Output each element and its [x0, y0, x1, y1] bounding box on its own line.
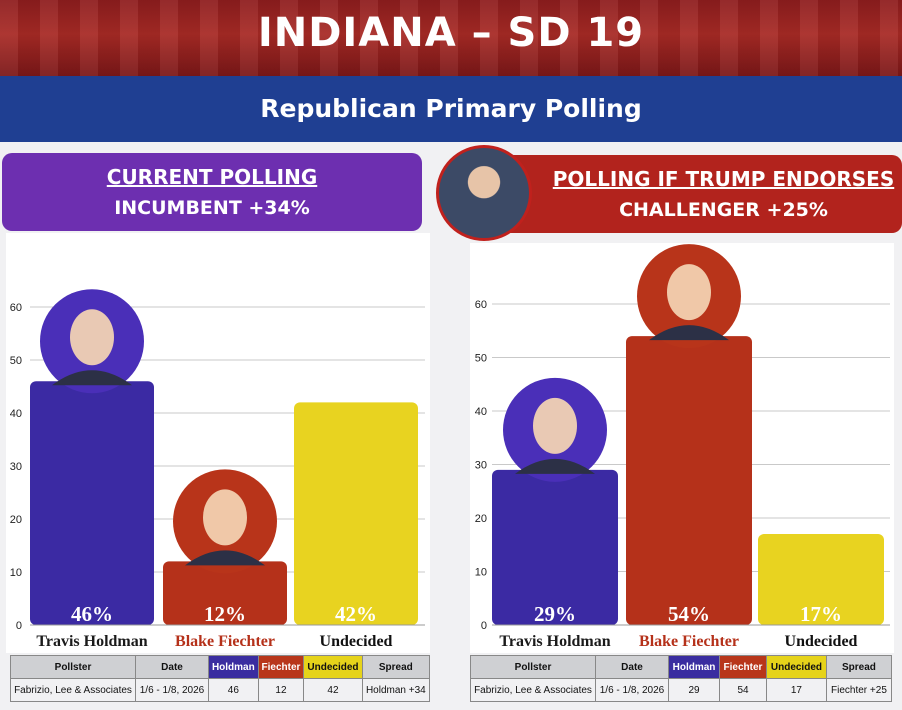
chart-1: 0 10 20 30 40 50 60 29% Travis Holdman 54% Blake F…: [475, 244, 890, 650]
cell-holdman: 29: [667, 678, 721, 702]
header-pollster: Pollster: [10, 655, 136, 679]
left-poll-table: Pollster Date Holdman Fiechter Undecided…: [10, 655, 431, 702]
subtitle-bar: Republican Primary Polling: [0, 76, 902, 142]
candidate-face: [667, 264, 711, 321]
header-holdman: Holdman: [667, 655, 721, 679]
y-tick-label: 10: [10, 567, 22, 579]
y-tick-label: 40: [475, 406, 487, 418]
y-tick-label: 20: [475, 513, 487, 525]
data-label: 46%: [71, 602, 113, 626]
right-panel-subtitle: CHALLENGER +25%: [619, 199, 828, 221]
candidate-face: [203, 489, 247, 546]
trump-portrait: [436, 145, 532, 241]
cell-undecided: 17: [765, 678, 827, 702]
header-date: Date: [595, 655, 669, 679]
y-tick-label: 50: [10, 355, 22, 367]
cell-fiechter: 12: [257, 678, 305, 702]
cell-date: 1/6 - 1/8, 2026: [135, 678, 209, 702]
cell-date: 1/6 - 1/8, 2026: [595, 678, 669, 702]
data-label: 42%: [335, 602, 377, 626]
bar: [294, 402, 418, 625]
header-date: Date: [135, 655, 209, 679]
bar: [758, 534, 884, 625]
candidate-suit: [515, 458, 595, 474]
data-label: 29%: [534, 602, 576, 626]
right-panel-header: POLLING IF TRUMP ENDORSES CHALLENGER +25…: [505, 155, 902, 233]
y-tick-label: 60: [10, 302, 22, 314]
left-panel-header: CURRENT POLLING INCUMBENT +34%: [2, 153, 422, 231]
cell-undecided: 42: [303, 678, 363, 702]
header-fiechter: Fiechter: [257, 655, 305, 679]
chart-0: 0 10 20 30 40 50 60 46% Travis Holdman 12% Blake F…: [10, 289, 425, 650]
category-label: Blake Fiechter: [175, 633, 275, 650]
y-tick-label: 40: [10, 408, 22, 420]
category-label: Undecided: [785, 633, 858, 650]
header-spread: Spread: [825, 655, 893, 679]
header-holdman: Holdman: [208, 655, 259, 679]
candidate-suit: [649, 325, 729, 341]
y-tick-label: 30: [475, 460, 487, 472]
header-undecided: Undecided: [303, 655, 363, 679]
crowd-background: [0, 0, 902, 76]
data-label: 17%: [800, 602, 842, 626]
category-label: Blake Fiechter: [639, 633, 739, 650]
table-row: Fabrizio, Lee & Associates 1/6 - 1/8, 20…: [470, 678, 893, 702]
bar: [30, 381, 154, 625]
y-tick-label: 10: [475, 567, 487, 579]
header-pollster: Pollster: [470, 655, 596, 679]
y-tick-label: 60: [475, 299, 487, 311]
table-header-row: Pollster Date Holdman Fiechter Undecided…: [470, 655, 893, 679]
left-panel-title: CURRENT POLLING: [106, 165, 318, 189]
category-label: Undecided: [320, 633, 393, 650]
candidate-face: [70, 309, 114, 366]
bar: [163, 561, 287, 625]
bar: [492, 469, 618, 625]
cell-pollster: Fabrizio, Lee & Associates: [470, 678, 596, 702]
page-title: INDIANA – SD 19: [257, 10, 645, 56]
y-tick-label: 0: [16, 620, 22, 632]
bar: [626, 336, 752, 625]
data-label: 54%: [668, 602, 710, 626]
top-banner: INDIANA – SD 19: [0, 0, 902, 76]
candidate-face: [533, 397, 577, 454]
y-tick-label: 30: [10, 461, 22, 473]
right-panel-title: POLLING IF TRUMP ENDORSES: [552, 167, 895, 191]
cell-holdman: 46: [208, 678, 259, 702]
table-header-row: Pollster Date Holdman Fiechter Undecided…: [10, 655, 431, 679]
cell-pollster: Fabrizio, Lee & Associates: [10, 678, 136, 702]
y-tick-label: 20: [10, 514, 22, 526]
left-panel-subtitle: INCUMBENT +34%: [114, 197, 310, 219]
category-label: Travis Holdman: [499, 633, 610, 650]
cell-fiechter: 54: [719, 678, 767, 702]
category-label: Travis Holdman: [36, 633, 147, 650]
candidate-suit: [52, 370, 132, 386]
cell-spread: Fiechter +25: [825, 678, 893, 702]
cell-spread: Holdman +34: [361, 678, 431, 702]
header-undecided: Undecided: [765, 655, 827, 679]
right-poll-table: Pollster Date Holdman Fiechter Undecided…: [470, 655, 893, 702]
candidate-suit: [185, 550, 265, 566]
y-tick-label: 50: [475, 353, 487, 365]
table-row: Fabrizio, Lee & Associates 1/6 - 1/8, 20…: [10, 678, 431, 702]
header-fiechter: Fiechter: [719, 655, 767, 679]
header-spread: Spread: [361, 655, 431, 679]
page-subtitle: Republican Primary Polling: [260, 94, 642, 123]
data-label: 12%: [204, 602, 246, 626]
y-tick-label: 0: [481, 620, 487, 632]
